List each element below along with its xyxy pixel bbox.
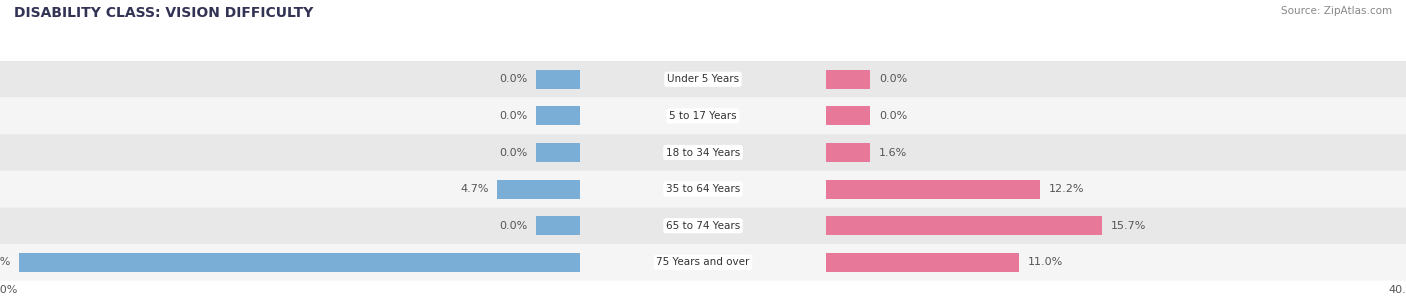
- Text: Under 5 Years: Under 5 Years: [666, 74, 740, 84]
- Text: 0.0%: 0.0%: [499, 148, 527, 157]
- Text: 31.9%: 31.9%: [0, 257, 11, 267]
- Bar: [827, 216, 1102, 235]
- FancyBboxPatch shape: [0, 171, 1406, 207]
- Bar: [536, 143, 581, 162]
- Bar: [20, 253, 581, 272]
- Text: 18 to 34 Years: 18 to 34 Years: [666, 148, 740, 157]
- Bar: [536, 70, 581, 89]
- FancyBboxPatch shape: [0, 61, 1406, 98]
- Text: 75 Years and over: 75 Years and over: [657, 257, 749, 267]
- Bar: [827, 253, 1019, 272]
- Text: 0.0%: 0.0%: [499, 111, 527, 121]
- Text: 4.7%: 4.7%: [460, 184, 489, 194]
- Bar: [827, 106, 870, 125]
- FancyBboxPatch shape: [0, 98, 1406, 134]
- Bar: [827, 143, 870, 162]
- Text: 1.6%: 1.6%: [879, 148, 907, 157]
- Text: 15.7%: 15.7%: [1111, 221, 1146, 231]
- Text: 11.0%: 11.0%: [1028, 257, 1063, 267]
- Bar: [536, 216, 581, 235]
- FancyBboxPatch shape: [0, 134, 1406, 171]
- Text: 5 to 17 Years: 5 to 17 Years: [669, 111, 737, 121]
- Bar: [827, 180, 1040, 199]
- Text: 12.2%: 12.2%: [1049, 184, 1084, 194]
- Text: 65 to 74 Years: 65 to 74 Years: [666, 221, 740, 231]
- Bar: [827, 70, 870, 89]
- FancyBboxPatch shape: [0, 207, 1406, 244]
- Text: 0.0%: 0.0%: [499, 221, 527, 231]
- Text: 0.0%: 0.0%: [499, 74, 527, 84]
- FancyBboxPatch shape: [0, 244, 1406, 281]
- Bar: [498, 180, 581, 199]
- Bar: [536, 106, 581, 125]
- Text: DISABILITY CLASS: VISION DIFFICULTY: DISABILITY CLASS: VISION DIFFICULTY: [14, 6, 314, 20]
- Text: Source: ZipAtlas.com: Source: ZipAtlas.com: [1281, 6, 1392, 16]
- Text: 0.0%: 0.0%: [879, 74, 907, 84]
- Text: 35 to 64 Years: 35 to 64 Years: [666, 184, 740, 194]
- Text: 0.0%: 0.0%: [879, 111, 907, 121]
